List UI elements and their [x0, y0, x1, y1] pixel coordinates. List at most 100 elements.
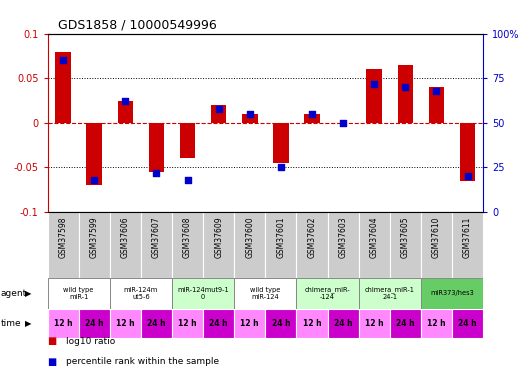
Text: ▶: ▶: [25, 319, 32, 328]
Text: 12 h: 12 h: [303, 319, 322, 328]
Bar: [110, 212, 141, 278]
Point: [183, 177, 192, 183]
Text: wild type
miR-124: wild type miR-124: [250, 287, 280, 300]
Bar: [421, 212, 452, 278]
Text: GSM37611: GSM37611: [463, 216, 472, 258]
Text: GSM37607: GSM37607: [152, 216, 161, 258]
Bar: [366, 69, 382, 123]
Text: 24 h: 24 h: [147, 319, 166, 328]
Text: GSM37601: GSM37601: [276, 216, 285, 258]
Text: miR-124m
ut5-6: miR-124m ut5-6: [124, 287, 158, 300]
Bar: [79, 309, 110, 338]
Text: 12 h: 12 h: [54, 319, 72, 328]
Point: [59, 57, 67, 63]
Text: GSM37609: GSM37609: [214, 216, 223, 258]
Text: 24 h: 24 h: [458, 319, 477, 328]
Bar: [141, 309, 172, 338]
Bar: [48, 212, 79, 278]
Text: chimera_miR-1
24-1: chimera_miR-1 24-1: [365, 286, 414, 300]
Bar: [390, 309, 421, 338]
Bar: [211, 105, 227, 123]
Bar: [110, 278, 172, 309]
Text: GSM37598: GSM37598: [59, 216, 68, 258]
Text: miR373/hes3: miR373/hes3: [430, 290, 474, 296]
Point: [464, 173, 472, 179]
Text: GSM37602: GSM37602: [307, 216, 316, 258]
Bar: [172, 278, 234, 309]
Text: 24 h: 24 h: [334, 319, 352, 328]
Point: [121, 99, 129, 105]
Bar: [273, 123, 289, 163]
Bar: [452, 212, 483, 278]
Text: GSM37603: GSM37603: [338, 216, 347, 258]
Bar: [421, 309, 452, 338]
Text: GSM37608: GSM37608: [183, 216, 192, 258]
Text: miR-124mut9-1
0: miR-124mut9-1 0: [177, 287, 229, 300]
Point: [214, 106, 223, 112]
Bar: [296, 278, 359, 309]
Bar: [203, 212, 234, 278]
Bar: [390, 212, 421, 278]
Text: 24 h: 24 h: [85, 319, 103, 328]
Bar: [296, 309, 327, 338]
Bar: [452, 309, 483, 338]
Bar: [327, 309, 359, 338]
Text: GSM37605: GSM37605: [401, 216, 410, 258]
Bar: [48, 278, 110, 309]
Text: GSM37606: GSM37606: [121, 216, 130, 258]
Point: [339, 120, 347, 126]
Bar: [242, 114, 258, 123]
Bar: [398, 65, 413, 123]
Text: log10 ratio: log10 ratio: [66, 337, 115, 346]
Text: 12 h: 12 h: [178, 319, 197, 328]
Point: [277, 164, 285, 170]
Text: 12 h: 12 h: [365, 319, 383, 328]
Bar: [296, 212, 327, 278]
Bar: [79, 212, 110, 278]
Bar: [87, 123, 102, 185]
Bar: [460, 123, 475, 181]
Bar: [327, 212, 359, 278]
Point: [308, 111, 316, 117]
Text: wild type
miR-1: wild type miR-1: [63, 287, 94, 300]
Bar: [234, 309, 265, 338]
Bar: [180, 123, 195, 159]
Bar: [149, 123, 164, 172]
Text: GDS1858 / 10000549996: GDS1858 / 10000549996: [58, 19, 217, 32]
Text: 12 h: 12 h: [427, 319, 446, 328]
Bar: [55, 52, 71, 123]
Bar: [48, 309, 79, 338]
Bar: [421, 278, 483, 309]
Point: [370, 81, 379, 87]
Text: GSM37604: GSM37604: [370, 216, 379, 258]
Text: GSM37600: GSM37600: [246, 216, 254, 258]
Text: chimera_miR-
-124: chimera_miR- -124: [305, 286, 351, 300]
Bar: [359, 278, 421, 309]
Bar: [172, 309, 203, 338]
Text: 12 h: 12 h: [240, 319, 259, 328]
Point: [246, 111, 254, 117]
Text: ■: ■: [48, 357, 57, 367]
Text: agent: agent: [1, 289, 27, 298]
Text: ■: ■: [48, 336, 57, 346]
Bar: [265, 212, 296, 278]
Text: time: time: [1, 319, 21, 328]
Point: [401, 84, 410, 90]
Text: GSM37610: GSM37610: [432, 216, 441, 258]
Bar: [359, 309, 390, 338]
Text: 24 h: 24 h: [209, 319, 228, 328]
Text: GSM37599: GSM37599: [90, 216, 99, 258]
Point: [152, 170, 161, 176]
Bar: [265, 309, 296, 338]
Bar: [203, 309, 234, 338]
Bar: [304, 114, 320, 123]
Point: [432, 88, 441, 94]
Bar: [110, 309, 141, 338]
Bar: [234, 278, 296, 309]
Bar: [234, 212, 265, 278]
Text: ▶: ▶: [25, 289, 32, 298]
Bar: [429, 87, 444, 123]
Text: percentile rank within the sample: percentile rank within the sample: [66, 357, 219, 366]
Bar: [359, 212, 390, 278]
Bar: [118, 100, 133, 123]
